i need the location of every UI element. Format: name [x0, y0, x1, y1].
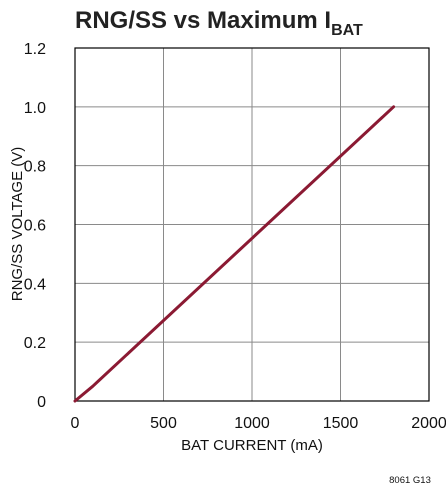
y-tick-label: 1.0 [24, 100, 46, 117]
y-tick-label: 0.8 [24, 159, 46, 176]
chart-title-main: RNG/SS vs Maximum I [75, 7, 331, 34]
grid [75, 48, 429, 401]
figure-id: 8061 G13 [389, 475, 431, 486]
x-tick-label: 1000 [234, 415, 270, 432]
x-axis-label: BAT CURRENT (mA) [181, 437, 323, 454]
series-layer [73, 105, 396, 403]
chart-title: RNG/SS vs Maximum IBAT [75, 7, 363, 39]
x-tick-label: 0 [71, 415, 80, 432]
plot-frame [74, 47, 430, 402]
y-axis-label: RNG/SS VOLTAGE (V) [9, 147, 26, 301]
x-tick-label: 500 [150, 415, 177, 432]
series-line [73, 105, 396, 403]
y-tick-label: 0.4 [24, 276, 46, 293]
x-tick-label: 1500 [323, 415, 359, 432]
y-tick-label: 1.2 [24, 41, 46, 58]
tick-labels: 0 500 1000 1500 2000 0 0.2 0.4 0.6 0.8 1.0 1.2 [24, 41, 446, 432]
chart-title-subscript: BAT [331, 22, 363, 39]
x-tick-label: 2000 [411, 415, 446, 432]
y-tick-label: 0.2 [24, 335, 46, 352]
y-tick-label: 0.6 [24, 218, 46, 235]
y-tick-label: 0 [37, 394, 46, 411]
